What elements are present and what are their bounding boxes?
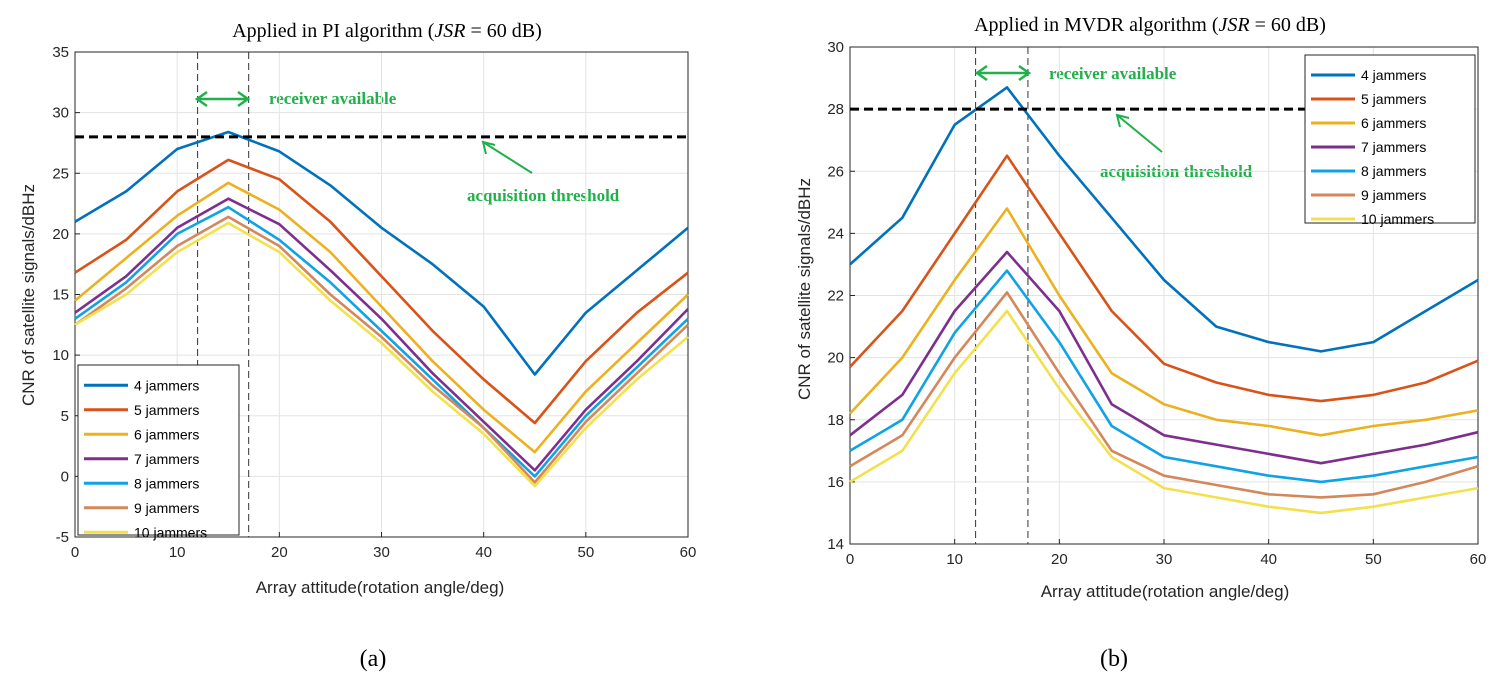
- y-tick-label-a: 30: [52, 105, 69, 122]
- receiver-available-annotation-a: receiver available: [269, 89, 397, 108]
- x-tick-label-a: 40: [475, 544, 492, 561]
- series-line-a-5: [74, 158, 689, 425]
- x-tick-label-a: 20: [271, 544, 288, 561]
- y-axis-label-b: CNR of satellite signals/dBHz: [795, 178, 814, 400]
- series-line-b-9: [849, 291, 1479, 499]
- receiver-available-arrowhead-left-a: [194, 90, 208, 108]
- chart-title-b: Applied in MVDR algorithm (JSR = 60 dB): [974, 14, 1326, 36]
- y-tick-label-a: 20: [52, 226, 69, 243]
- legend-label-a-8: 8 jammers: [134, 475, 199, 491]
- series-line-b-7: [849, 250, 1479, 465]
- y-tick-label-b: 30: [827, 39, 844, 56]
- chart-panel-a: Applied in PI algorithm (JSR = 60 dB) CN…: [19, 20, 696, 672]
- y-tick-label-a: 25: [52, 165, 69, 182]
- y-tick-label-b: 16: [827, 474, 844, 491]
- x-tick-label-b: 50: [1365, 551, 1382, 568]
- threshold-pointer-arrowhead-a: [481, 140, 496, 155]
- legend-label-b-10: 10 jammers: [1361, 211, 1434, 227]
- legend-label-b-5: 5 jammers: [1361, 91, 1426, 107]
- chart-panel-b: Applied in MVDR algorithm (JSR = 60 dB) …: [795, 14, 1486, 672]
- receiver-available-arrowhead-left-b: [974, 64, 988, 82]
- series-line-a-6: [74, 181, 689, 454]
- y-tick-label-b: 20: [827, 350, 844, 367]
- x-tick-label-a: 30: [373, 544, 390, 561]
- series-line-a-4: [74, 130, 689, 376]
- receiver-available-annotation-b: receiver available: [1049, 64, 1177, 83]
- legend-label-b-9: 9 jammers: [1361, 187, 1426, 203]
- x-tick-label-b: 60: [1470, 551, 1487, 568]
- series-line-b-6: [849, 207, 1479, 437]
- y-tick-label-a: 5: [61, 408, 69, 425]
- legend-label-b-4: 4 jammers: [1361, 67, 1426, 83]
- y-tick-label-a: 0: [61, 468, 69, 485]
- y-tick-label-a: 35: [52, 44, 69, 61]
- y-tick-label-a: 15: [52, 287, 69, 304]
- y-tick-label-b: 28: [827, 101, 844, 118]
- x-axis-label-a: Array attitude(rotation angle/deg): [256, 578, 505, 597]
- x-tick-label-b: 40: [1260, 551, 1277, 568]
- legend-label-a-6: 6 jammers: [134, 426, 199, 442]
- series-line-b-8: [849, 269, 1479, 484]
- legend-label-a-5: 5 jammers: [134, 402, 199, 418]
- x-tick-label-b: 0: [846, 551, 854, 568]
- y-tick-label-b: 26: [827, 163, 844, 180]
- series-line-b-5: [849, 154, 1479, 403]
- x-tick-label-a: 60: [680, 544, 697, 561]
- panel-label-a: (a): [360, 646, 387, 672]
- legend-label-a-4: 4 jammers: [134, 377, 199, 393]
- y-axis-label-a: CNR of satellite signals/dBHz: [19, 184, 38, 406]
- series-line-a-9: [74, 215, 689, 484]
- y-tick-label-b: 18: [827, 412, 844, 429]
- series-line-a-10: [74, 221, 689, 488]
- y-tick-label-a: -5: [56, 529, 69, 546]
- threshold-pointer-arrowhead-b: [1115, 113, 1130, 128]
- y-tick-label-b: 22: [827, 288, 844, 305]
- legend-label-b-7: 7 jammers: [1361, 139, 1426, 155]
- x-tick-label-a: 0: [71, 544, 79, 561]
- y-tick-label-b: 14: [827, 536, 844, 553]
- series-line-b-10: [849, 309, 1479, 515]
- y-tick-label-b: 24: [827, 225, 844, 242]
- receiver-available-arrowhead-right-a: [237, 90, 251, 108]
- threshold-pointer-arrow-b: [1116, 114, 1163, 153]
- series-line-b-4: [849, 86, 1479, 353]
- x-tick-label-a: 50: [577, 544, 594, 561]
- acquisition-threshold-annotation-a: acquisition threshold: [467, 186, 620, 205]
- legend-label-a-10: 10 jammers: [134, 524, 207, 540]
- series-line-a-7: [74, 197, 689, 472]
- x-tick-label-b: 30: [1156, 551, 1173, 568]
- threshold-pointer-arrow-a: [482, 141, 533, 174]
- receiver-available-arrowhead-right-b: [1018, 64, 1032, 82]
- chart-title-a: Applied in PI algorithm (JSR = 60 dB): [232, 20, 542, 42]
- x-tick-label-b: 10: [946, 551, 963, 568]
- legend-label-b-6: 6 jammers: [1361, 115, 1426, 131]
- legend-label-a-9: 9 jammers: [134, 500, 199, 516]
- panel-label-b: (b): [1100, 646, 1128, 672]
- legend-label-b-8: 8 jammers: [1361, 163, 1426, 179]
- y-tick-label-a: 10: [52, 347, 69, 364]
- legend-label-a-7: 7 jammers: [134, 451, 199, 467]
- x-tick-label-a: 10: [169, 544, 186, 561]
- series-line-a-8: [74, 205, 689, 478]
- x-tick-label-b: 20: [1051, 551, 1068, 568]
- x-axis-label-b: Array attitude(rotation angle/deg): [1041, 582, 1290, 601]
